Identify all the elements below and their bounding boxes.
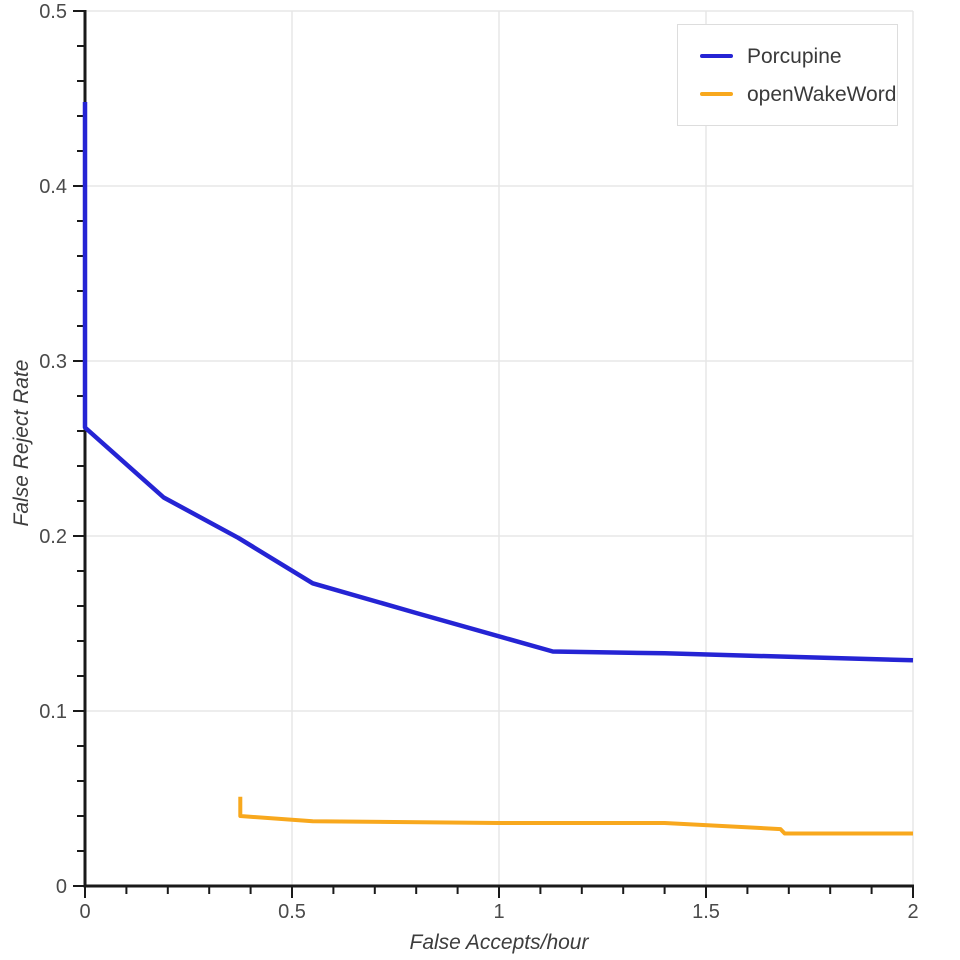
series-line-openwakeword (238, 796, 913, 836)
x-tick-label: 0.5 (278, 901, 306, 923)
x-tick-label: 1.5 (692, 901, 720, 923)
y-tick-label: 0 (56, 876, 67, 898)
y-tick-label: 0.3 (39, 351, 67, 373)
y-tick-label: 0.2 (39, 526, 67, 548)
legend-label-openwakeword: openWakeWord (747, 82, 897, 106)
legend-item-openwakeword: openWakeWord (700, 84, 896, 105)
series-line-porcupine (82, 102, 914, 663)
y-tick-label: 0.5 (39, 1, 67, 23)
x-tick-label: 1 (493, 901, 504, 923)
x-axis-title: False Accepts/hour (409, 931, 589, 954)
legend-label-porcupine: Porcupine (747, 44, 842, 68)
x-tick-label: 2 (907, 901, 918, 923)
legend: Porcupine openWakeWord (677, 24, 898, 126)
legend-swatch-openwakeword (700, 92, 733, 96)
legend-item-porcupine: Porcupine (700, 46, 889, 67)
y-axis-title: False Reject Rate (10, 359, 33, 527)
legend-swatch-porcupine (700, 54, 733, 58)
y-tick-label: 0.4 (39, 176, 67, 198)
x-tick-label: 0 (79, 901, 90, 923)
y-tick-label: 0.1 (39, 701, 67, 723)
